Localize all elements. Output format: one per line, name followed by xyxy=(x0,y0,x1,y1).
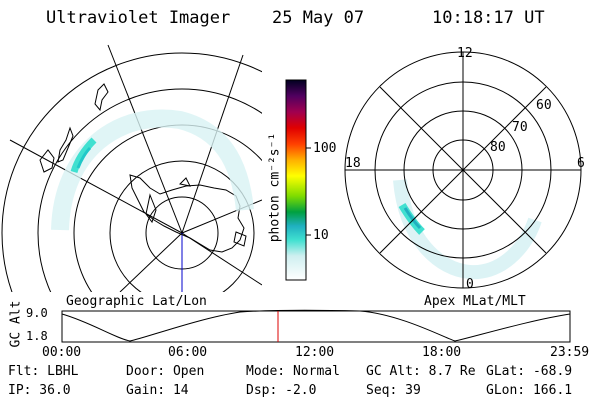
altitude-plot-frame xyxy=(61,310,571,343)
coastline xyxy=(39,149,55,173)
mlat-label-60: 60 xyxy=(536,98,552,113)
altitude-tick-high: 9.0 xyxy=(26,306,48,320)
gain-info: Gain: 14 xyxy=(126,383,189,398)
altitude-tick-low: 1.8 xyxy=(26,329,48,343)
lat-circle xyxy=(109,160,255,292)
mlt-label-12: 12 xyxy=(457,46,473,61)
filter-info: Flt: LBHL xyxy=(8,364,79,379)
altitude-curve xyxy=(61,309,571,342)
auroral-oval-geographic xyxy=(51,109,254,231)
glat-info: GLat: -68.9 xyxy=(486,364,573,379)
mlt-label-18: 18 xyxy=(345,156,361,171)
time-tick: 06:00 xyxy=(168,345,208,360)
altitude-plot xyxy=(61,309,571,343)
geographic-map xyxy=(1,44,262,292)
dsp-info: Dsp: -2.0 xyxy=(246,383,317,398)
altitude-axis-label: GC Alt xyxy=(8,300,24,348)
glon-info: GLon: 166.1 xyxy=(486,383,573,398)
coastline xyxy=(94,83,109,112)
coastline xyxy=(57,126,74,163)
seq-info: Seq: 39 xyxy=(366,383,421,398)
magnetic-polar-plot xyxy=(344,51,582,289)
mlat-label-80: 80 xyxy=(490,140,506,155)
coastline xyxy=(145,193,157,224)
mlat-label-70: 70 xyxy=(512,120,528,135)
colorbar-tick-10: 10 xyxy=(313,228,329,243)
door-info: Door: Open xyxy=(126,364,205,379)
meridian xyxy=(107,44,183,234)
mlt-label-6: 6 xyxy=(577,156,585,171)
mlt-line xyxy=(379,86,547,254)
right-panel-label: Apex MLat/MLT xyxy=(424,294,526,309)
coastline xyxy=(233,231,247,247)
time-tick: 12:00 xyxy=(295,345,335,360)
time-tick: 23:59 xyxy=(550,345,590,360)
ip-info: IP: 36.0 xyxy=(8,383,71,398)
mlt-label-0: 0 xyxy=(466,277,474,292)
gc-alt-info: GC Alt: 8.7 Re xyxy=(366,364,476,379)
date-label: 25 May 07 xyxy=(272,8,365,28)
mode-info: Mode: Normal xyxy=(246,364,340,379)
colorbar-unit-label: photon cm⁻²s⁻¹ xyxy=(267,132,283,243)
time-label: 10:18:17 UT xyxy=(432,8,545,28)
lat-circle xyxy=(37,88,262,292)
coastline xyxy=(178,177,191,187)
left-panel-label: Geographic Lat/Lon xyxy=(66,294,207,309)
colorbar xyxy=(285,79,307,281)
time-tick: 00:00 xyxy=(42,345,82,360)
lat-circle xyxy=(1,52,262,292)
instrument-title: Ultraviolet Imager xyxy=(46,8,231,28)
time-tick: 18:00 xyxy=(422,345,462,360)
meridian xyxy=(119,232,183,292)
colorbar-tick-100: 100 xyxy=(313,141,337,156)
